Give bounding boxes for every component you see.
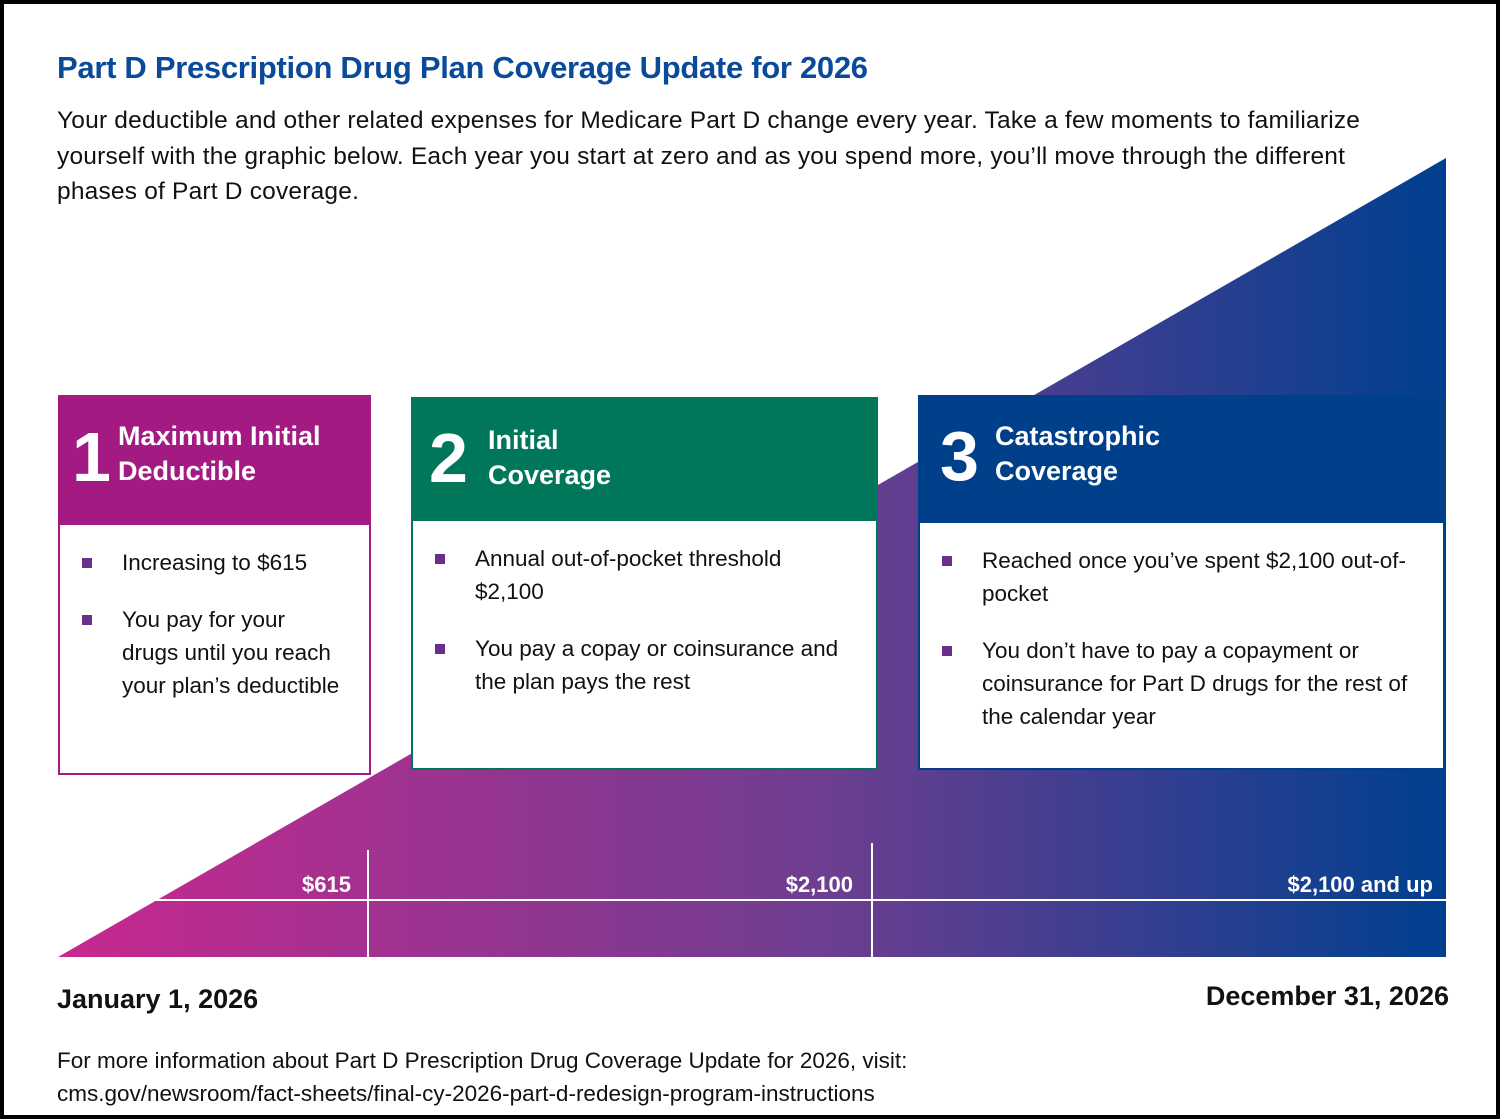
- list-item: Reached once you’ve spent $2,100 out-of-…: [942, 544, 1422, 610]
- bullet-text: You don’t have to pay a copayment or coi…: [982, 638, 1408, 729]
- phase-3-bullets: Reached once you’ve spent $2,100 out-of-…: [942, 544, 1422, 757]
- phase-title-line: Catastrophic: [995, 421, 1161, 451]
- phase-title-line: Deductible: [118, 456, 257, 486]
- phase-title: Maximum Initial Deductible: [118, 419, 321, 489]
- footer-link[interactable]: cms.gov/newsroom/fact-sheets/final-cy-20…: [57, 1081, 875, 1106]
- phase-title: Catastrophic Coverage: [995, 419, 1160, 489]
- bullet-square-icon: [82, 558, 92, 568]
- phase-2-card: 2 Initial Coverage Annual out-of-pocket t…: [411, 397, 878, 770]
- bullet-text: You pay for your drugs until you reach y…: [122, 607, 340, 698]
- bullet-text: Reached once you’ve spent $2,100 out-of-…: [982, 548, 1407, 606]
- page-title: Part D Prescription Drug Plan Coverage U…: [57, 50, 868, 85]
- list-item: Increasing to $615: [82, 546, 342, 579]
- threshold-label-615: $615: [302, 872, 351, 897]
- bullet-text: Increasing to $615: [122, 550, 308, 575]
- bullet-square-icon: [942, 646, 952, 656]
- phase-1-header: 1 Maximum Initial Deductible: [60, 397, 369, 525]
- phase-number: 2: [429, 419, 468, 497]
- end-date: December 31, 2026: [1205, 981, 1449, 1011]
- intro-text: Your deductible and other related expens…: [57, 107, 1361, 205]
- footer: For more information about Part D Prescr…: [57, 1044, 907, 1110]
- phase-1-bullets: Increasing to $615 You pay for your drug…: [82, 546, 342, 726]
- phase-number: 3: [940, 417, 979, 495]
- phase-3-card: 3 Catastrophic Coverage Reached once you’…: [918, 395, 1445, 770]
- bullet-text: You pay a copay or coinsurance and the p…: [475, 636, 839, 694]
- list-item: You pay for your drugs until you reach y…: [82, 603, 342, 702]
- footer-text: For more information about Part D Prescr…: [57, 1048, 908, 1073]
- list-item: You don’t have to pay a copayment or coi…: [942, 634, 1422, 733]
- bullet-text: Annual out-of-pocket threshold $2,100: [475, 546, 782, 604]
- phase-3-header: 3 Catastrophic Coverage: [920, 397, 1443, 523]
- phase-title-line: Coverage: [995, 456, 1119, 486]
- threshold-label-2100-up: $2,100 and up: [1287, 872, 1433, 897]
- phase-title: Initial Coverage: [488, 423, 611, 493]
- phase-number: 1: [72, 418, 111, 496]
- phase-2-header: 2 Initial Coverage: [413, 399, 876, 521]
- bullet-square-icon: [435, 554, 445, 564]
- phase-1-card: 1 Maximum Initial Deductible Increasing t…: [58, 395, 371, 775]
- bullet-square-icon: [942, 556, 952, 566]
- threshold-label-2100: $2,100: [785, 872, 853, 897]
- phase-title-line: Initial: [488, 425, 559, 455]
- bullet-square-icon: [82, 615, 92, 625]
- list-item: You pay a copay or coinsurance and the p…: [435, 632, 855, 698]
- phase-title-line: Maximum Initial: [118, 421, 321, 451]
- phase-2-bullets: Annual out-of-pocket threshold $2,100 Yo…: [435, 542, 855, 722]
- start-date: January 1, 2026: [57, 984, 259, 1014]
- list-item: Annual out-of-pocket threshold $2,100: [435, 542, 855, 608]
- phase-title-line: Coverage: [488, 460, 612, 490]
- bullet-square-icon: [435, 644, 445, 654]
